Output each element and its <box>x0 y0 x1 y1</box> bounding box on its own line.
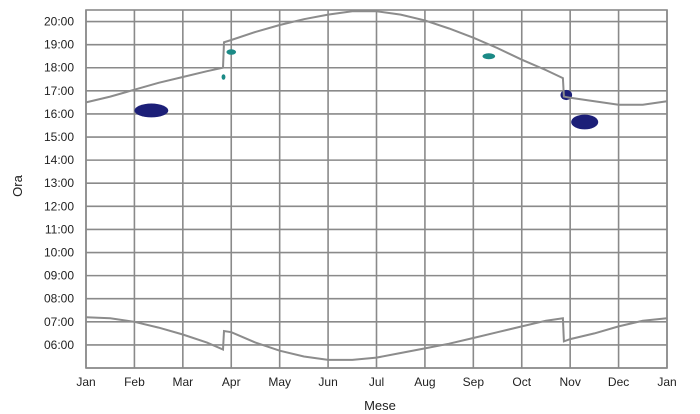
grid-layer <box>85 10 668 369</box>
y-tick-label: 16:00 <box>44 107 74 121</box>
y-tick-label: 11:00 <box>45 222 74 236</box>
y-tick-label: 18:00 <box>44 61 74 75</box>
x-tick-label: Apr <box>222 375 241 389</box>
x-tick-label: Jan <box>657 375 676 389</box>
y-tick-label: 07:00 <box>44 315 74 329</box>
y-axis-title: Ora <box>10 174 25 196</box>
shaded-region <box>221 74 226 80</box>
tick-layer: Jan Feb Mar Apr May Jun Jul Aug Sep Oct Nov Dec Jan 0… <box>44 15 677 389</box>
y-tick-label: 19:00 <box>44 38 74 52</box>
y-tick-label: 09:00 <box>44 269 74 283</box>
y-tick-label: 13:00 <box>44 176 74 190</box>
plot-frame <box>85 9 668 369</box>
y-tick-label: 20:00 <box>44 15 74 29</box>
y-tick-label: 14:00 <box>44 153 74 167</box>
frame-layer <box>85 9 668 369</box>
x-tick-label: Jan <box>76 375 95 389</box>
x-axis-title: Mese <box>364 398 396 413</box>
y-tick-label: 06:00 <box>44 338 74 352</box>
sunrise-curve-line <box>85 316 668 361</box>
x-tick-label: Feb <box>124 375 145 389</box>
shaded-region <box>134 103 169 118</box>
x-tick-label: Dec <box>608 375 629 389</box>
x-tick-label: Sep <box>463 375 485 389</box>
curve-layer <box>85 10 668 361</box>
y-tick-label: 17:00 <box>44 84 74 98</box>
region-layer <box>134 49 599 130</box>
y-tick-label: 12:00 <box>44 199 74 213</box>
y-tick-label: 08:00 <box>44 292 74 306</box>
x-tick-label: Jun <box>318 375 337 389</box>
x-tick-label: Mar <box>172 375 193 389</box>
shaded-region <box>226 49 237 55</box>
y-tick-label: 15:00 <box>44 130 74 144</box>
shaded-region <box>482 53 496 60</box>
x-tick-label: Nov <box>559 375 580 389</box>
x-tick-label: Aug <box>414 375 435 389</box>
shaded-region <box>571 114 599 130</box>
sunset-curve-line <box>85 10 668 106</box>
y-tick-label: 10:00 <box>44 246 74 260</box>
x-tick-label: Oct <box>512 375 531 389</box>
x-tick-label: May <box>268 375 291 389</box>
x-tick-label: Jul <box>369 375 384 389</box>
